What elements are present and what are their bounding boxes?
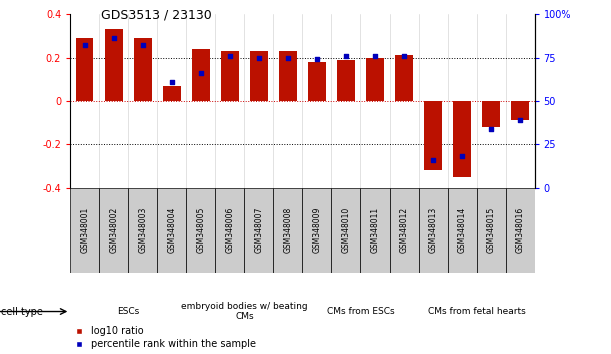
Bar [216, 188, 244, 273]
Text: GSM348006: GSM348006 [225, 207, 235, 253]
Text: GSM348008: GSM348008 [284, 207, 293, 253]
Point [138, 42, 148, 48]
Text: GSM348002: GSM348002 [109, 207, 119, 253]
Point [80, 42, 90, 48]
Bar [100, 188, 128, 273]
Bar [506, 188, 535, 273]
Text: CMs from fetal hearts: CMs from fetal hearts [428, 307, 525, 316]
Text: embryoid bodies w/ beating
CMs: embryoid bodies w/ beating CMs [181, 302, 308, 321]
Text: GSM348010: GSM348010 [342, 207, 351, 253]
Bar [331, 188, 360, 273]
Point [312, 56, 322, 62]
Bar [279, 51, 297, 101]
Point [428, 157, 438, 163]
Text: GSM348016: GSM348016 [516, 207, 525, 253]
Bar [390, 188, 419, 273]
Text: GSM348012: GSM348012 [400, 207, 409, 253]
Bar [158, 188, 186, 273]
Text: GSM348011: GSM348011 [370, 207, 379, 253]
Bar [274, 188, 302, 273]
Bar [251, 51, 268, 101]
Bar [105, 29, 122, 101]
Text: GSM348001: GSM348001 [80, 207, 89, 253]
Bar [244, 188, 274, 273]
Bar [477, 188, 506, 273]
Bar [221, 51, 239, 101]
Bar [192, 49, 210, 101]
Point [225, 53, 235, 59]
Bar [447, 188, 477, 273]
Text: GSM348003: GSM348003 [138, 207, 147, 253]
Bar [511, 101, 529, 120]
Point [399, 53, 409, 59]
Text: GSM348005: GSM348005 [196, 207, 205, 253]
Bar [419, 188, 447, 273]
Bar [128, 188, 158, 273]
Text: GDS3513 / 23130: GDS3513 / 23130 [101, 9, 211, 22]
Legend: log10 ratio, percentile rank within the sample: log10 ratio, percentile rank within the … [75, 326, 255, 349]
Text: GSM348007: GSM348007 [254, 207, 263, 253]
Point [370, 53, 380, 59]
Text: cell type: cell type [1, 307, 43, 316]
Bar [134, 38, 152, 101]
Point [283, 55, 293, 60]
Bar [186, 188, 216, 273]
Text: GSM348014: GSM348014 [458, 207, 467, 253]
Bar [76, 38, 93, 101]
Point [486, 126, 496, 131]
Text: GSM348015: GSM348015 [486, 207, 496, 253]
Point [254, 55, 264, 60]
Point [341, 53, 351, 59]
Bar [483, 101, 500, 127]
Text: GSM348009: GSM348009 [312, 207, 321, 253]
Text: GSM348004: GSM348004 [167, 207, 177, 253]
Bar [163, 86, 181, 101]
Point [196, 70, 206, 76]
Text: CMs from ESCs: CMs from ESCs [327, 307, 394, 316]
Bar [309, 62, 326, 101]
Point [515, 117, 525, 123]
Text: ESCs: ESCs [117, 307, 139, 316]
Point [109, 36, 119, 41]
Point [167, 79, 177, 85]
Bar [453, 101, 470, 177]
Bar [337, 60, 354, 101]
Point [457, 154, 467, 159]
Bar [367, 58, 384, 101]
Bar [360, 188, 390, 273]
Bar [302, 188, 332, 273]
Text: GSM348013: GSM348013 [428, 207, 437, 253]
Bar [395, 55, 413, 101]
Bar [424, 101, 442, 170]
Bar [70, 188, 99, 273]
